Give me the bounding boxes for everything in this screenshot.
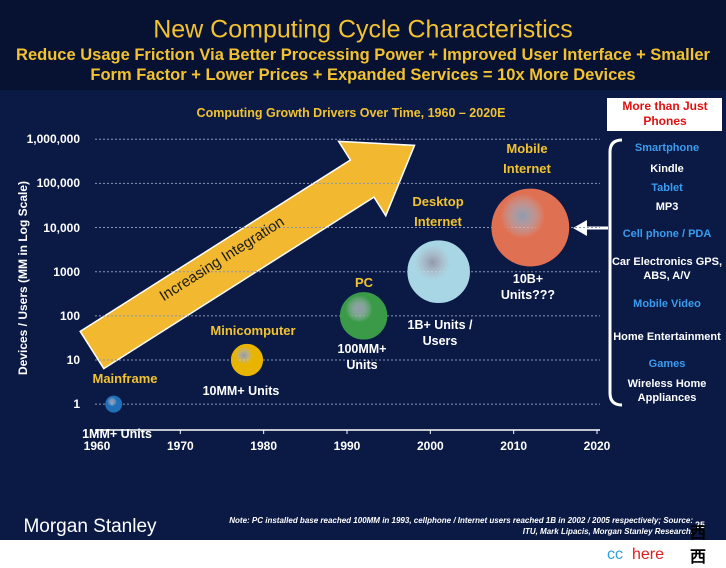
y-tick-label: 10 (66, 353, 80, 367)
side-item: Games (648, 358, 686, 370)
chart-title: Computing Growth Drivers Over Time, 1960… (196, 106, 506, 120)
title: New Computing Cycle Characteristics (153, 15, 573, 44)
brand: Morgan Stanley (23, 516, 157, 537)
side-item: Mobile Video (633, 298, 701, 310)
y-tick-label: 1 (73, 397, 80, 412)
subtitle: Reduce Usage Friction Via Better Process… (16, 46, 710, 84)
bubble-note: 10MM+ Units (202, 384, 280, 398)
bubble (105, 395, 123, 413)
x-tick-label: 1990 (333, 439, 361, 453)
bubble (407, 240, 470, 303)
x-tick-label: 1960 (83, 439, 111, 453)
x-tick-label: 2010 (500, 439, 528, 453)
bubble-name: Minicomputer (210, 323, 296, 338)
y-axis-label: Devices / Users (MM in Log Scale) (16, 180, 30, 376)
side-item: Tablet (651, 182, 683, 194)
footnote: Note: PC installed base reached 100MM in… (229, 516, 693, 536)
x-tick-label: 1980 (250, 439, 278, 453)
y-tick-label: 100 (59, 308, 80, 323)
side-title: More than Just Phones (622, 99, 708, 128)
side-item: Car Electronics GPS, ABS, A/V (611, 256, 723, 282)
y-tick-label: 1000 (53, 264, 80, 279)
bubble-name: Mainframe (92, 371, 158, 386)
y-tick-label: 10,000 (43, 220, 80, 235)
side-title-box (607, 98, 722, 131)
side-item: Home Entertainment (613, 331, 721, 343)
side-item: MP3 (655, 201, 679, 213)
integration-arrow (79, 140, 416, 370)
header-band (0, 0, 726, 90)
bubble-name: Desktop Internet (412, 194, 464, 229)
watermark: 西西河 (689, 525, 706, 566)
page-number: 25 (694, 520, 706, 530)
bubble-note: 1B+ Units / Users (407, 318, 473, 348)
x-tick-label: 2020 (583, 439, 611, 453)
bubble (339, 292, 388, 340)
watermark: cc (607, 546, 623, 563)
x-tick-label: 2000 (416, 439, 444, 453)
footer-band (0, 540, 726, 568)
bubble-note: 100MM+ Units (337, 342, 387, 372)
side-item: Smartphone (634, 142, 700, 154)
bubble (230, 343, 264, 377)
bracket (608, 138, 623, 407)
side-item: Wireless Home Appliances (627, 378, 707, 404)
side-item: Cell phone / PDA (622, 228, 712, 240)
bubble (491, 188, 570, 267)
bubble-name: PC (354, 275, 374, 290)
bubble-note: 1MM+ Units (82, 427, 152, 441)
y-tick-label: 100,000 (36, 176, 80, 191)
watermark: here (631, 546, 665, 563)
bubble-note: 10B+ Units??? (500, 272, 556, 302)
y-tick-label: 1,000,000 (26, 132, 80, 147)
side-item: Kindle (650, 163, 684, 175)
x-tick-label: 1970 (166, 439, 194, 453)
bubble-name: Mobile Internet (503, 141, 551, 176)
